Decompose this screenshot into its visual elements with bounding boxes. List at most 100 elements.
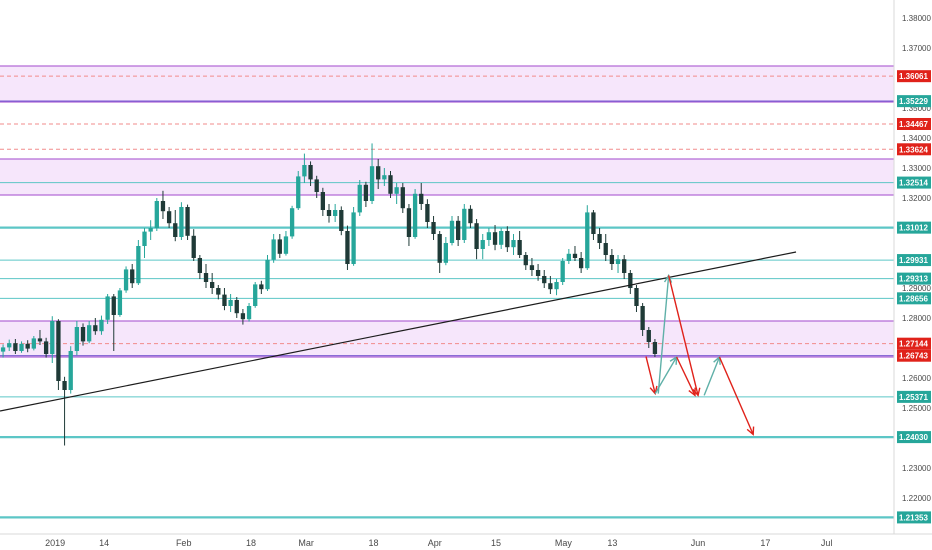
candle[interactable] <box>572 246 578 261</box>
candle[interactable] <box>130 264 135 288</box>
candle[interactable] <box>216 285 221 300</box>
candle[interactable] <box>560 258 565 285</box>
candle[interactable] <box>289 205 295 239</box>
candle[interactable] <box>283 231 289 256</box>
candle[interactable] <box>7 339 12 351</box>
time-axis[interactable]: 2019 14 Feb 18 Mar 18 Apr 15 May 13 Jun 17 Jul <box>45 538 832 548</box>
candle[interactable] <box>376 159 381 189</box>
candle[interactable] <box>345 225 350 270</box>
candle[interactable] <box>197 255 203 279</box>
candle[interactable] <box>578 252 584 273</box>
candle[interactable] <box>529 258 535 276</box>
candle[interactable] <box>314 175 319 198</box>
candle[interactable] <box>277 234 282 258</box>
candle[interactable] <box>93 318 98 335</box>
candle[interactable] <box>25 340 30 353</box>
candle[interactable] <box>302 153 307 183</box>
candle[interactable] <box>652 339 658 357</box>
candle[interactable] <box>566 249 571 264</box>
candle[interactable] <box>99 315 104 335</box>
candle[interactable] <box>308 161 313 186</box>
projection-arrow-down[interactable] <box>675 356 696 397</box>
candle[interactable] <box>634 285 639 312</box>
candle[interactable] <box>406 204 412 246</box>
candle[interactable] <box>228 294 233 312</box>
zone-1[interactable] <box>0 159 894 195</box>
candle[interactable] <box>0 344 6 358</box>
candle[interactable] <box>105 294 110 324</box>
candle[interactable] <box>615 255 621 273</box>
candle[interactable] <box>234 297 239 318</box>
candle[interactable] <box>68 346 73 394</box>
candle[interactable] <box>628 270 633 294</box>
candle[interactable] <box>166 207 172 228</box>
candle[interactable] <box>382 168 387 186</box>
candle[interactable] <box>265 255 270 291</box>
candle[interactable] <box>400 183 405 213</box>
candle[interactable] <box>185 204 190 240</box>
candle[interactable] <box>437 231 442 273</box>
candle[interactable] <box>412 189 418 239</box>
candle[interactable] <box>351 207 356 266</box>
candle[interactable] <box>253 282 258 308</box>
candle[interactable] <box>523 252 528 270</box>
price-badge[interactable]: 1.35229 <box>897 95 931 108</box>
candle[interactable] <box>332 204 338 222</box>
candle[interactable] <box>511 234 516 255</box>
candle[interactable] <box>326 204 332 223</box>
candle[interactable] <box>123 266 129 293</box>
candle[interactable] <box>160 190 166 219</box>
candle[interactable] <box>486 228 492 246</box>
candle[interactable] <box>43 337 49 358</box>
candle[interactable] <box>455 216 461 246</box>
candle[interactable] <box>357 180 362 216</box>
candle[interactable] <box>640 303 645 336</box>
candle[interactable] <box>363 181 369 207</box>
candle[interactable] <box>117 288 123 317</box>
candle[interactable] <box>425 199 430 228</box>
candle[interactable] <box>369 143 375 204</box>
candle[interactable] <box>431 216 436 240</box>
candle[interactable] <box>419 183 424 210</box>
candle[interactable] <box>622 255 627 279</box>
price-badge[interactable]: 1.25371 <box>897 390 931 403</box>
candle[interactable] <box>271 234 276 263</box>
candle[interactable] <box>296 171 301 210</box>
zone-0[interactable] <box>0 66 894 102</box>
candle[interactable] <box>179 202 184 240</box>
candle[interactable] <box>449 216 455 246</box>
candle[interactable] <box>56 319 61 390</box>
projection-arrow-down[interactable] <box>718 356 755 436</box>
candle[interactable] <box>535 264 541 281</box>
candle[interactable] <box>597 228 602 249</box>
candle[interactable] <box>62 376 67 446</box>
candle[interactable] <box>388 171 393 198</box>
candle[interactable] <box>609 249 615 270</box>
candle[interactable] <box>203 264 209 288</box>
price-badge[interactable]: 1.31012 <box>897 221 931 234</box>
candle[interactable] <box>542 270 547 288</box>
price-badge[interactable]: 1.26743 <box>897 349 931 362</box>
price-badge[interactable]: 1.21353 <box>897 511 931 524</box>
candle[interactable] <box>246 303 252 322</box>
candle[interactable] <box>259 280 264 294</box>
price-badge[interactable]: 1.33624 <box>897 143 931 156</box>
candle[interactable] <box>554 279 559 296</box>
candle[interactable] <box>191 229 196 261</box>
candle[interactable] <box>240 309 246 325</box>
candle[interactable] <box>499 228 504 249</box>
candle[interactable] <box>474 219 479 260</box>
candle[interactable] <box>585 205 590 270</box>
candle[interactable] <box>173 210 178 242</box>
zone-2[interactable] <box>0 321 894 357</box>
candle[interactable] <box>210 273 215 294</box>
candle[interactable] <box>462 204 467 243</box>
candle[interactable] <box>37 330 43 345</box>
price-badge[interactable]: 1.34467 <box>897 117 931 130</box>
candle[interactable] <box>443 237 448 266</box>
price-badge[interactable]: 1.36061 <box>897 70 931 83</box>
price-badge[interactable]: 1.29313 <box>897 272 931 285</box>
candle[interactable] <box>394 183 399 204</box>
candle[interactable] <box>13 339 18 354</box>
candle[interactable] <box>148 220 153 240</box>
